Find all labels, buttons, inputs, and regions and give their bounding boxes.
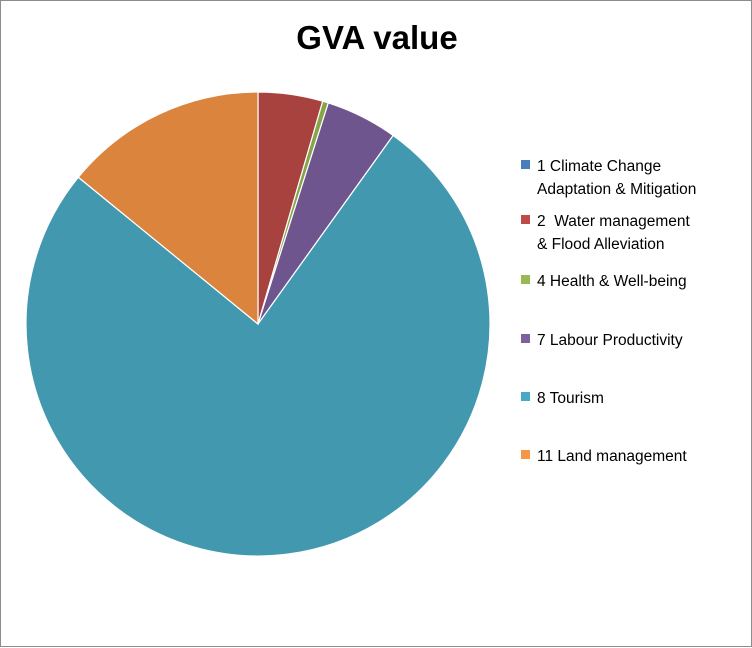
legend-label: 4 Health & Well-being <box>537 273 687 290</box>
legend-label: 8 Tourism <box>537 390 604 407</box>
pie-slice-6 <box>77 91 259 326</box>
legend-swatch <box>521 215 530 224</box>
legend-swatch <box>521 392 530 401</box>
legend-swatch <box>521 275 530 284</box>
chart-title: GVA value <box>296 19 458 56</box>
legend-swatch <box>521 450 530 459</box>
legend-swatch <box>521 334 530 343</box>
legend-label: 11 Land management <box>537 448 687 465</box>
pie-slice-5 <box>25 134 491 557</box>
legend-label: 7 Labour Productivity <box>537 332 683 349</box>
legend-label: 2 Water management & Flood Alleviation <box>537 213 690 253</box>
legend-swatch <box>521 160 530 169</box>
legend-label: 1 Climate Change Adaptation & Mitigation <box>537 158 697 198</box>
